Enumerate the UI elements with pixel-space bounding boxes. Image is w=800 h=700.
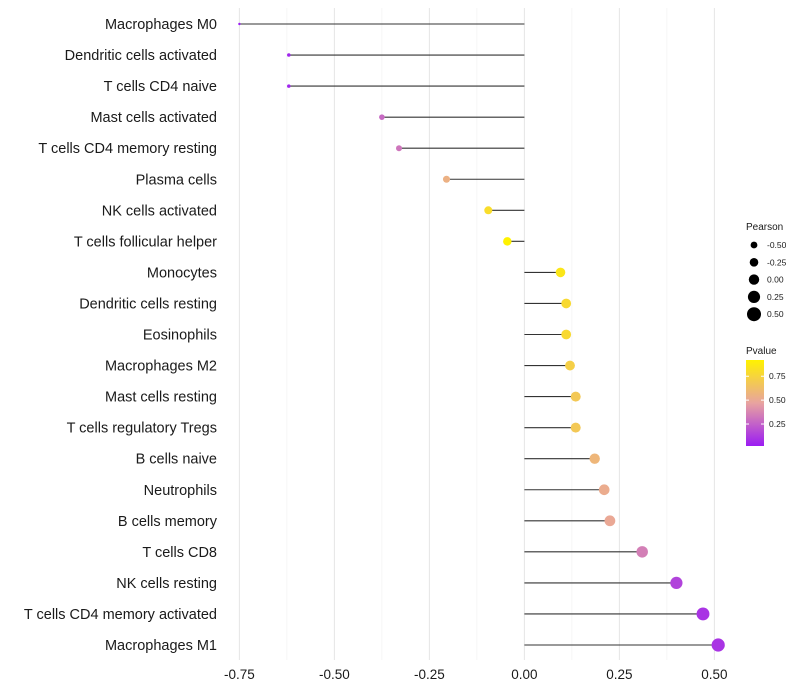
lollipop-dot [598,484,610,496]
lollipop-dot [565,360,575,371]
category-label: Eosinophils [143,328,217,344]
category-label: Plasma cells [136,172,217,188]
category-label: T cells regulatory Tregs [67,421,217,437]
size-legend-label: -0.50 [767,240,787,250]
x-tick-label: 0.00 [511,667,537,682]
category-label: Macrophages M2 [105,359,217,375]
x-tick-label: -0.75 [224,667,255,682]
x-tick-label: -0.50 [319,667,350,682]
x-tick-label: 0.50 [701,667,727,682]
stem-layer [239,23,719,646]
size-legend-label: 0.50 [767,309,784,319]
size-legend-label: -0.25 [767,257,787,267]
lollipop-dot [555,267,566,278]
lollipop-dot [561,298,572,309]
lollipop-dot [287,53,291,57]
size-legend-label: 0.25 [767,292,784,302]
x-tick-label: 0.25 [606,667,632,682]
lollipop-dot [696,607,710,621]
category-label: B cells memory [118,514,218,530]
color-legend-label: 0.25 [769,419,786,429]
lollipop-dot [670,576,683,590]
category-label: NK cells activated [102,203,217,219]
size-legend-key [747,307,761,322]
lollipop-dot [604,515,616,527]
size-legend-key [749,258,759,267]
lollipop-dot [636,546,648,558]
x-axis-ticks: -0.75 -0.50 -0.25 0.00 0.25 0.50 [224,667,728,682]
legend: Pearson -0.50 -0.25 0.00 0.25 0.50 Pvalue 0.25 0… [746,222,787,446]
x-tick-label: -0.25 [414,667,445,682]
color-legend-title: Pvalue [746,346,777,357]
category-label: Dendritic cells resting [79,296,217,312]
category-label: T cells CD4 memory activated [24,607,217,623]
color-legend-label: 0.50 [769,395,786,405]
category-label: T cells CD8 [142,545,217,561]
lollipop-dot [589,453,600,464]
category-label: Neutrophils [144,483,217,499]
lollipop-dot [570,422,581,433]
lollipop-dot [442,175,451,183]
size-legend-label: 0.00 [767,275,784,285]
category-label: T cells CD4 naive [104,79,217,95]
lollipop-dot [503,237,512,246]
size-legend-title: Pearson [746,222,783,233]
lollipop-dot [238,22,241,26]
color-legend-label: 0.75 [769,371,786,381]
size-legend-key [747,290,761,303]
size-legend-key [750,241,758,249]
lollipop-dot [570,391,581,402]
lollipop-dot [484,206,493,215]
lollipop-dot [287,84,291,88]
category-label: NK cells resting [116,576,217,592]
lollipop-dot [379,114,385,120]
category-label: Monocytes [147,265,217,281]
category-label: Macrophages M0 [105,17,217,33]
category-label: T cells follicular helper [74,234,217,250]
category-label: T cells CD4 memory resting [38,141,217,157]
size-legend-key [748,274,760,285]
category-label: Mast cells resting [105,390,217,406]
category-label: Macrophages M1 [105,638,217,654]
category-label: Dendritic cells activated [65,48,217,64]
dot-layer [238,22,725,652]
color-legend-bar [746,360,764,446]
category-label: B cells naive [136,452,217,468]
category-label: Mast cells activated [90,110,217,126]
grid-layer [238,8,715,660]
category-labels: Macrophages M0 Dendritic cells activated T… [24,17,218,654]
lollipop-dot [396,145,402,152]
lollipop-dot [561,329,572,340]
lollipop-dot [711,638,725,652]
